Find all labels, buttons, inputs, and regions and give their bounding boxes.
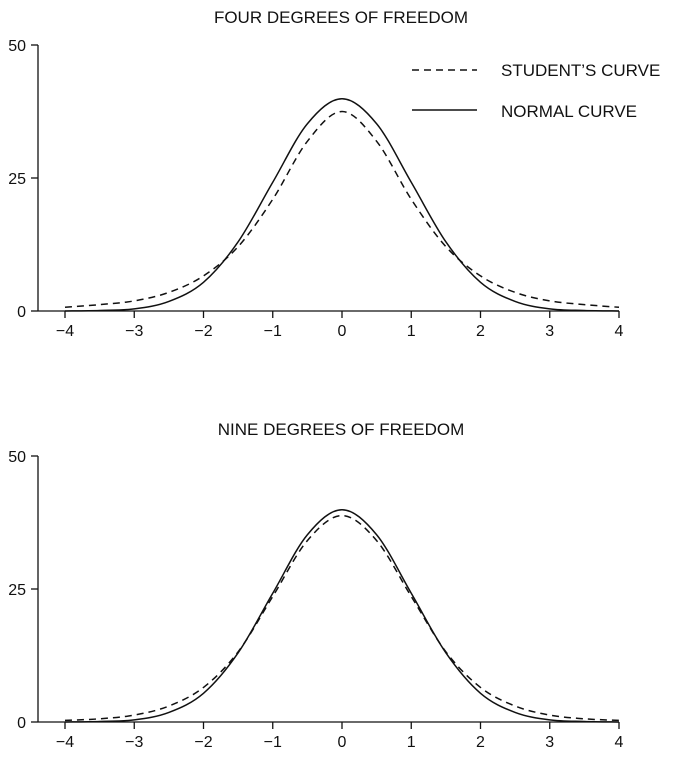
legend-label: NORMAL CURVE [501,102,637,121]
x-tick-label: 1 [407,734,416,751]
chart-title: FOUR DEGREES OF FREEDOM [214,8,468,27]
series-line-students-curve [64,514,620,722]
x-tick-label: −1 [264,734,282,751]
y-tick-label: 50 [8,38,26,55]
chart-title: NINE DEGREES OF FREEDOM [218,420,465,439]
y-tick-label: 50 [8,449,26,466]
series-line-normal-curve [64,508,620,723]
x-tick-label: 3 [545,734,554,751]
x-tick-label: 4 [615,734,624,751]
y-tick-label: 25 [8,171,26,188]
x-tick-label: 0 [338,734,347,751]
x-tick-label: 0 [338,323,347,340]
series-line-students-curve [64,110,620,309]
series-line-normal-curve [64,97,620,312]
x-tick-label: −3 [125,323,143,340]
x-tick-label: −2 [194,323,212,340]
x-tick-label: 2 [476,734,485,751]
y-tick-label: 25 [8,582,26,599]
x-tick-label: −1 [264,323,282,340]
x-tick-label: 3 [545,323,554,340]
chart-panel-four-df: FOUR DEGREES OF FREEDOM 0 25 50 −4 −3 −2 −1 0 1 2… [8,8,623,340]
legend-label: STUDENT’S CURVE [501,61,660,80]
x-tick-label: 4 [615,323,624,340]
chart-panel-nine-df: NINE DEGREES OF FREEDOM 0 25 50 −4 −3 −2 −1 0 1 2… [8,420,623,751]
x-tick-label: −4 [56,323,74,340]
chart-legend: STUDENT’S CURVE NORMAL CURVE [412,61,660,121]
x-tick-label: −3 [125,734,143,751]
y-tick-label: 0 [17,715,26,732]
x-tick-label: −4 [56,734,74,751]
x-tick-label: 1 [407,323,416,340]
x-tick-label: −2 [194,734,212,751]
x-tick-label: 2 [476,323,485,340]
y-tick-label: 0 [17,304,26,321]
